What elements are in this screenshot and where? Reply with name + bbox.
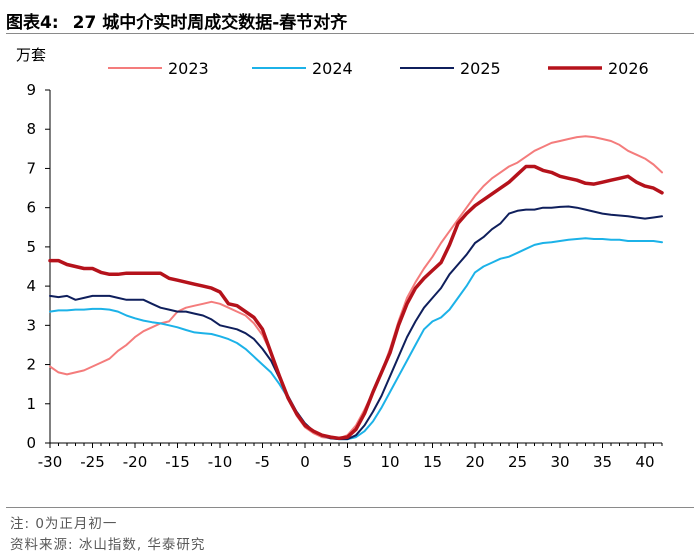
y-tick-label: 8	[26, 120, 36, 138]
x-tick-label: 0	[300, 453, 310, 471]
figure-title: 图表4: 27 城中介实时周成交数据-春节对齐	[6, 8, 347, 33]
x-tick-label: -5	[255, 453, 270, 471]
series-line-2025	[49, 205, 663, 441]
x-tick-label: -10	[208, 453, 233, 471]
y-tick-label: 0	[26, 434, 36, 452]
x-tick-label: 30	[550, 453, 569, 471]
footer-divider	[6, 507, 694, 508]
series-line-2024	[49, 237, 663, 441]
footnote: 注: 0为正月初一	[10, 516, 118, 532]
y-tick-label: 6	[26, 199, 36, 217]
y-tick-label: 5	[26, 238, 36, 256]
figure-label: 图表4:	[6, 13, 59, 33]
y-tick-label: 4	[26, 277, 36, 295]
x-tick-label: 15	[423, 453, 442, 471]
legend-label-2025: 2025	[460, 59, 501, 78]
x-tick-label: 25	[508, 453, 527, 471]
y-tick-label: 9	[26, 81, 36, 99]
x-tick-label: 20	[465, 453, 484, 471]
legend-label-2023: 2023	[168, 59, 209, 78]
x-tick-label: -30	[38, 453, 63, 471]
x-tick-label: -20	[123, 453, 148, 471]
legend-label-2026: 2026	[608, 59, 649, 78]
x-tick-label: 35	[593, 453, 612, 471]
x-tick-label: 40	[635, 453, 654, 471]
series-line-2023	[49, 135, 663, 440]
y-tick-label: 2	[26, 356, 36, 374]
legend-label-2024: 2024	[312, 59, 353, 78]
x-tick-label: 5	[343, 453, 353, 471]
y-tick-label: 3	[26, 316, 36, 334]
title-divider	[6, 33, 694, 34]
y-tick-label: 7	[26, 159, 36, 177]
y-axis-unit-label: 万套	[16, 46, 46, 64]
x-tick-label: 10	[380, 453, 399, 471]
x-tick-label: -15	[165, 453, 190, 471]
figure-title-text: 27 城中介实时周成交数据-春节对齐	[72, 13, 348, 33]
series-line-2026	[48, 164, 664, 441]
source-note: 资料来源: 冰山指数, 华泰研究	[10, 537, 206, 553]
y-tick-label: 1	[26, 395, 36, 413]
x-tick-label: -25	[80, 453, 105, 471]
